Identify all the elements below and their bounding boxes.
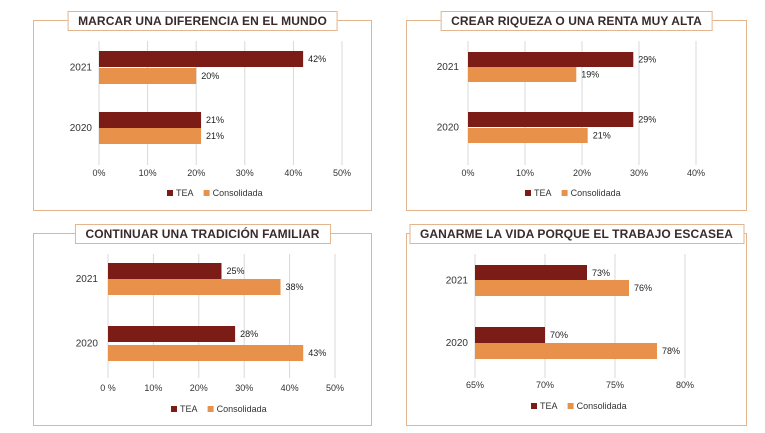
bar-tea [468,112,634,127]
chart-title: CONTINUAR UNA TRADICIÓN FAMILIAR [74,224,331,244]
x-tick-label: 0% [461,168,474,178]
x-tick-label: 30% [630,168,648,178]
x-tick-label: 10% [144,383,162,393]
x-tick-label: 20% [190,383,208,393]
data-label: 29% [638,115,656,125]
data-label: 29% [638,55,656,65]
x-tick-label: 30% [235,383,253,393]
category-label: 2021 [70,63,93,74]
x-tick-label: 0% [92,168,105,178]
legend-label: Consolidada [577,401,627,411]
bar-tea [108,326,236,342]
legend-swatch [531,403,537,409]
category-label: 2020 [446,338,469,349]
legend-swatch [167,190,173,196]
data-label: 19% [581,70,599,80]
legend-label: TEA [540,401,558,411]
legend-swatch [207,406,214,412]
bar-consolidada [468,67,577,82]
legend-swatch [561,190,568,196]
category-label: 2021 [446,276,469,287]
bar-consolidada [475,343,657,359]
data-label: 78% [662,346,680,356]
data-label: 38% [286,282,304,292]
x-tick-label: 20% [573,168,591,178]
bar-consolidada [99,128,202,144]
x-tick-label: 50% [326,383,344,393]
x-tick-label: 0 % [100,383,116,393]
x-tick-label: 10% [139,168,157,178]
chart-title: CREAR RIQUEZA O UNA RENTA MUY ALTA [440,11,713,31]
legend-label: TEA [534,188,552,198]
data-label: 70% [550,330,568,340]
legend-swatch [567,403,574,409]
data-label: 21% [593,131,611,141]
bar-tea [475,327,545,343]
data-label: 21% [206,115,224,125]
bar-consolidada [99,68,197,84]
data-label: 28% [240,329,258,339]
legend-swatch [171,406,177,412]
bar-tea [99,51,304,67]
chart-title: GANARME LA VIDA PORQUE EL TRABAJO ESCASE… [408,224,745,244]
category-label: 2020 [437,123,460,134]
x-tick-label: 80% [676,380,694,390]
bar-consolidada [108,279,281,295]
x-tick-label: 65% [466,380,484,390]
data-label: 42% [308,54,326,64]
data-label: 43% [308,348,326,358]
chart-panel-1: MARCAR UNA DIFERENCIA EN EL MUNDO 0% 10% 2… [33,11,372,211]
data-label: 25% [227,266,245,276]
x-tick-label: 75% [606,380,624,390]
legend-swatch [525,190,531,196]
data-label: 73% [592,268,610,278]
bar-tea [475,265,587,281]
legend-label: Consolidada [571,188,621,198]
x-tick-label: 50% [333,168,351,178]
bar-tea [108,263,222,279]
category-label: 2020 [70,123,93,134]
legend-label: TEA [176,188,194,198]
x-tick-label: 20% [187,168,205,178]
chart-panel-4: GANARME LA VIDA PORQUE EL TRABAJO ESCASE… [406,224,747,426]
data-label: 21% [206,131,224,141]
x-tick-label: 40% [284,168,302,178]
bar-consolidada [475,280,629,296]
chart-panel-2: CREAR RIQUEZA O UNA RENTA MUY ALTA 0% 10%… [406,11,747,211]
legend-label: Consolidada [213,188,263,198]
data-label: 76% [634,283,652,293]
chart-svg-3: 0 % 10% 20% 30% 40% 50% 25% 38% 2021 28% 43% 2020 TE… [76,254,344,414]
chart-svg-4: 65% 70% 75% 80% 73% 76% 2021 70% 78% 2020 TEA Conso… [446,254,694,411]
category-label: 2021 [437,62,460,73]
legend-swatch [203,190,210,196]
bar-consolidada [108,345,304,361]
x-tick-label: 10% [516,168,534,178]
legend-label: TEA [180,404,198,414]
bar-tea [468,52,634,67]
bar-tea [99,112,202,128]
x-tick-label: 30% [236,168,254,178]
x-tick-label: 40% [687,168,705,178]
chart-svg-1: 0% 10% 20% 30% 40% 50% 42% 20% 2021 21% 21% 2020 TEA… [70,41,351,198]
x-tick-label: 40% [281,383,299,393]
chart-svg-2: 0% 10% 20% 30% 40% 29% 19% 2021 29% 21% 2020 TEA Con… [437,41,705,198]
data-label: 20% [201,71,219,81]
chart-panel-3: CONTINUAR UNA TRADICIÓN FAMILIAR 0 % 10% 2… [33,224,372,426]
x-tick-label: 70% [536,380,554,390]
legend-label: Consolidada [217,404,267,414]
category-label: 2021 [76,274,99,285]
bar-consolidada [468,128,588,143]
category-label: 2020 [76,339,99,350]
chart-title: MARCAR UNA DIFERENCIA EN EL MUNDO [67,11,338,31]
